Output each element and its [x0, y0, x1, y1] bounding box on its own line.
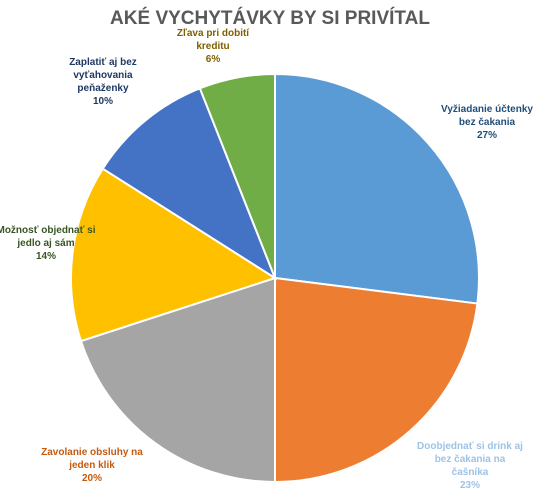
- pie-slices: [70, 72, 480, 484]
- slice-value-label: 23%: [460, 480, 480, 491]
- slice-label-5: Zaplatiť aj bez vyťahovania peňaženky 10%: [69, 57, 137, 107]
- slice-category-label: kreditu: [196, 41, 229, 52]
- slice-value-label: 14%: [36, 251, 56, 262]
- pie-slice-2: [274, 276, 479, 484]
- pie-slice-4: [70, 167, 278, 343]
- slice-value-label: 10%: [93, 96, 113, 107]
- slice-category-label: jeden klik: [68, 460, 115, 471]
- slice-category-label: peňaženky: [77, 83, 129, 94]
- slice-label-1: Vyžiadanie účtenky bez čakania 27%: [441, 104, 533, 141]
- pie-slice-3: [79, 276, 276, 484]
- chart-title: AKÉ VYCHYTÁVKY BY SI PRIVÍTAL: [110, 7, 430, 29]
- slice-category-label: Doobjednať si drink aj: [417, 441, 523, 452]
- slice-category-label: vyťahovania: [73, 70, 133, 81]
- pie-slice-5: [101, 87, 278, 281]
- slice-category-label: čašníka: [452, 467, 489, 478]
- slice-value-label: 27%: [477, 130, 497, 141]
- slice-value-label: 6%: [206, 54, 221, 65]
- slice-category-label: jedlo aj sám: [16, 238, 74, 249]
- slice-category-label: Zavolanie obsluhy na: [41, 447, 143, 458]
- slice-label-2: Doobjednať si drink aj bez čakania na čašn…: [417, 441, 523, 491]
- slice-label-6: Zľava pri dobití kreditu 6%: [177, 28, 250, 65]
- slice-category-label: Zaplatiť aj bez: [69, 57, 137, 68]
- slice-category-label: Vyžiadanie účtenky: [441, 104, 533, 115]
- slice-category-label: Možnosť objednať si: [0, 225, 96, 236]
- pie-labels: Vyžiadanie účtenky bez čakania 27% Doobjedn…: [0, 28, 533, 491]
- pie-slice-1: [274, 72, 480, 305]
- slice-category-label: bez čakania na: [435, 454, 506, 465]
- slice-label-4: Možnosť objednať si jedlo aj sám 14%: [0, 225, 96, 262]
- pie-slice-6: [198, 72, 276, 279]
- slice-value-label: 20%: [82, 473, 102, 484]
- slice-label-3: Zavolanie obsluhy na jeden klik 20%: [41, 447, 143, 484]
- slice-category-label: Zľava pri dobití: [177, 28, 250, 39]
- slice-category-label: bez čakania: [459, 117, 516, 128]
